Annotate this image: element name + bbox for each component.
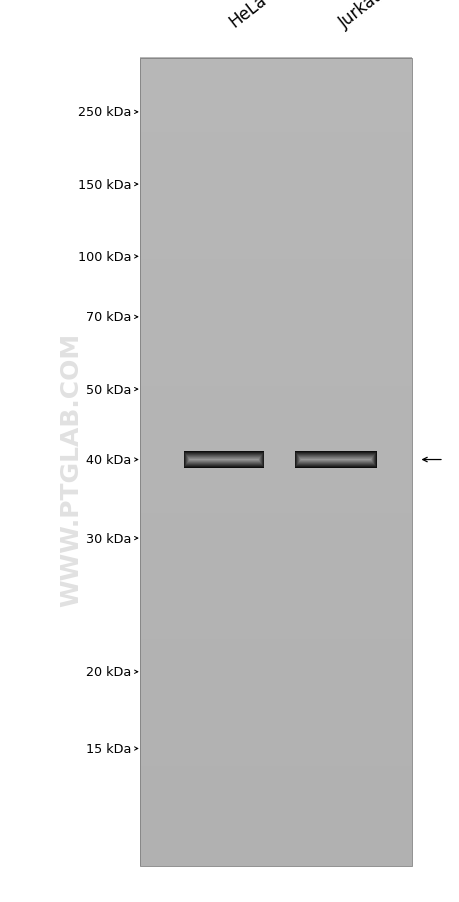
Bar (297, 456, 373, 465)
Bar (299, 458, 371, 462)
Bar (296, 454, 375, 466)
Bar (297, 456, 373, 464)
Bar (186, 456, 261, 464)
Bar (187, 457, 260, 463)
Bar (186, 456, 261, 465)
Bar (185, 454, 263, 466)
Bar (184, 453, 263, 467)
Bar (185, 455, 262, 465)
Bar (184, 453, 263, 467)
Bar (297, 456, 373, 464)
Text: 20 kDa: 20 kDa (86, 666, 131, 678)
Bar (185, 455, 262, 465)
Bar (185, 454, 262, 466)
Bar (297, 456, 373, 465)
Bar (184, 452, 263, 468)
Bar (299, 458, 371, 462)
Bar (184, 453, 263, 467)
Text: 70 kDa: 70 kDa (85, 311, 131, 324)
Bar (300, 459, 370, 461)
Bar (186, 456, 261, 465)
Bar (295, 453, 375, 467)
Bar (298, 457, 372, 463)
Bar (187, 457, 260, 463)
Bar (185, 454, 262, 466)
Text: Jurkat: Jurkat (335, 0, 384, 32)
Bar (297, 456, 373, 465)
Bar (295, 454, 375, 466)
Bar (183, 452, 264, 468)
Bar (299, 458, 371, 462)
Bar (299, 458, 371, 462)
Bar (189, 459, 258, 461)
Text: 50 kDa: 50 kDa (85, 383, 131, 396)
Bar (295, 452, 375, 468)
Bar (186, 456, 261, 465)
Bar (184, 452, 263, 468)
Bar (295, 453, 375, 467)
Bar (140, 59, 411, 866)
Bar (186, 456, 261, 464)
Text: HeLa: HeLa (225, 0, 269, 32)
Bar (189, 459, 258, 461)
Bar (294, 452, 376, 468)
Bar (295, 453, 375, 467)
Text: 150 kDa: 150 kDa (78, 179, 131, 191)
Bar (297, 456, 374, 465)
Bar (188, 458, 259, 462)
Text: WWW.PTGLAB.COM: WWW.PTGLAB.COM (59, 332, 83, 606)
Bar (296, 454, 374, 466)
Bar (300, 459, 370, 461)
Bar (189, 459, 258, 461)
Bar (294, 452, 376, 468)
Text: 40 kDa: 40 kDa (86, 454, 131, 466)
Text: 250 kDa: 250 kDa (78, 106, 131, 119)
Bar (297, 455, 374, 465)
Bar (295, 453, 375, 467)
Text: 100 kDa: 100 kDa (78, 251, 131, 263)
Bar (188, 458, 259, 462)
Bar (296, 455, 374, 465)
Bar (299, 458, 371, 462)
Text: 15 kDa: 15 kDa (85, 742, 131, 755)
Bar (185, 454, 263, 466)
Bar (300, 459, 370, 461)
Bar (297, 456, 373, 464)
Bar (187, 457, 260, 463)
Text: 30 kDa: 30 kDa (85, 532, 131, 545)
Bar (298, 457, 372, 463)
Bar (189, 459, 258, 461)
Bar (187, 456, 260, 464)
Bar (297, 455, 374, 465)
Bar (185, 455, 262, 465)
Bar (187, 456, 260, 464)
Bar (185, 454, 263, 466)
Bar (186, 456, 261, 465)
Bar (296, 454, 375, 466)
Bar (298, 457, 372, 463)
Bar (299, 459, 371, 461)
Bar (298, 456, 372, 464)
Bar (188, 458, 259, 462)
Bar (188, 457, 259, 463)
Bar (188, 458, 259, 462)
Bar (298, 457, 372, 463)
Bar (185, 455, 262, 465)
Bar (187, 456, 260, 464)
Bar (184, 453, 263, 467)
Bar (296, 454, 375, 466)
Bar (188, 458, 259, 462)
Bar (298, 456, 372, 464)
Bar (296, 455, 374, 465)
